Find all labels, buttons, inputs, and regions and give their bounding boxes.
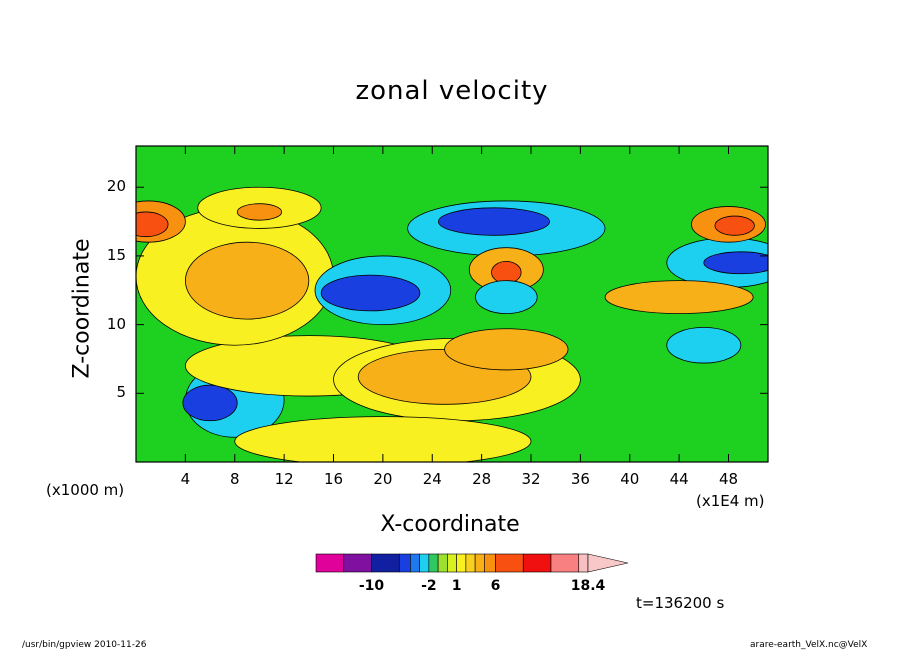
x-unit-label: (x1000 m) (46, 481, 125, 499)
contour-region-24 (475, 280, 538, 315)
y-axis-ticks (136, 186, 768, 394)
contour-region-22 (604, 280, 754, 315)
colorbar-tick-label: 6 (490, 578, 501, 594)
footer-source: arare-earth_VelX.nc@VelX (750, 640, 868, 650)
colorbar-segment (578, 553, 589, 573)
y-tick-label: 20 (106, 177, 126, 196)
x-tick-label: 4 (180, 470, 191, 488)
x-tick-label: 44 (669, 470, 689, 488)
contour-region-21 (444, 328, 569, 371)
y-tick-label: 5 (116, 383, 126, 402)
colorbar-segment (315, 553, 345, 573)
contour-region-23 (666, 326, 742, 364)
y-axis-label: Z-coordinate (69, 238, 95, 379)
contour-region-25 (234, 416, 532, 462)
colorbar-segment (465, 553, 476, 573)
colorbar-segment (495, 553, 524, 573)
x-tick-label: 20 (373, 470, 393, 488)
contour-fills (136, 186, 768, 462)
contour-region-12 (703, 251, 768, 275)
colorbar-segment (419, 553, 430, 573)
colorbar-segment (371, 553, 400, 573)
colorbar-segment (522, 553, 552, 573)
contour-region-8 (320, 274, 421, 312)
contour-region-10 (438, 207, 550, 236)
colorbar-tick-label: -10 (358, 578, 385, 594)
x-tick-label: 8 (229, 470, 240, 488)
footer-program: /usr/bin/gpview 2010-11-26 (22, 640, 147, 650)
x-axis-ticks (184, 146, 729, 462)
contour-region-6 (184, 241, 310, 320)
colorbar-extend-arrow (587, 553, 629, 573)
chart-title: zonal velocity (355, 76, 549, 106)
x-tick-label: 24 (422, 470, 442, 488)
colorbar-segment (550, 553, 580, 573)
x-tick-label: 40 (620, 470, 640, 488)
colorbar-segment (484, 553, 496, 573)
time-label: t=136200 s (636, 594, 725, 612)
plot-frame (135, 145, 769, 463)
colorbar-segment (410, 553, 420, 573)
x-tick-label: 28 (472, 470, 492, 488)
colorbar-tick-label: 1 (451, 578, 462, 594)
x-tick-label: 36 (570, 470, 590, 488)
colorbar-segment (474, 553, 485, 573)
contour-region-20 (491, 261, 522, 284)
x-tick-label: 12 (274, 470, 294, 488)
contour-region-16 (136, 211, 169, 238)
contour-region-14 (236, 203, 283, 221)
x-tick-label: 48 (718, 470, 739, 488)
colorbar-segment (447, 553, 457, 573)
y-tick-label: 10 (106, 314, 126, 333)
contour-region-18 (714, 215, 755, 236)
colorbar-segment (437, 553, 448, 573)
x-axis-label: X-coordinate (380, 512, 520, 537)
x-tick-label: 32 (521, 470, 541, 488)
colorbar-tick-label: -2 (421, 578, 437, 594)
contour-region-1 (182, 384, 238, 422)
colorbar-tick-label: 18.4 (570, 578, 606, 594)
colorbar-segment (428, 553, 439, 573)
colorbar-segment (343, 553, 372, 573)
colorbar-segment (456, 553, 467, 573)
colorbar-segment (398, 553, 411, 573)
x-scale-label: (x1E4 m) (696, 492, 765, 510)
x-tick-label: 16 (323, 470, 344, 488)
colorbar (315, 553, 629, 573)
y-tick-label: 15 (106, 245, 126, 264)
